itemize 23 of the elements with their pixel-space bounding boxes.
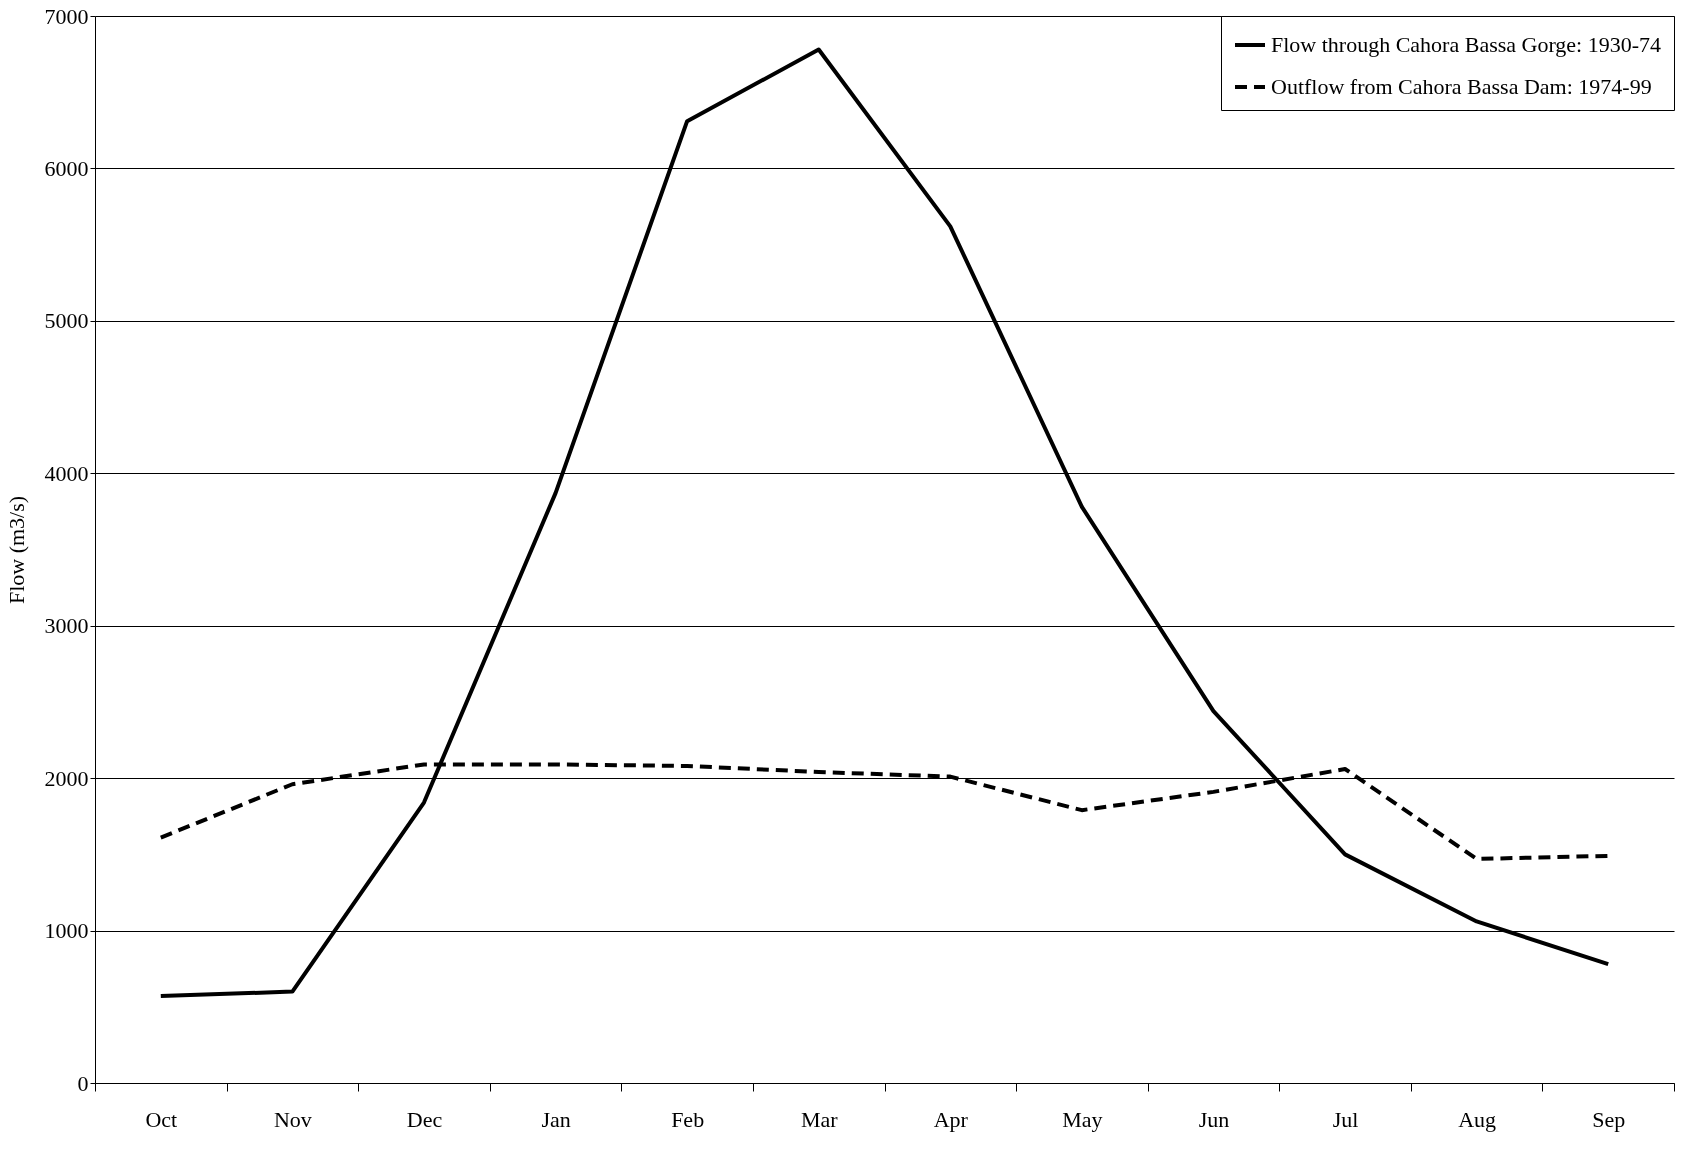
x-tick-label: Apr [933, 1106, 969, 1132]
x-tick-label: Jul [1332, 1106, 1359, 1132]
x-tick-label: Dec [406, 1106, 443, 1132]
x-tick-label: Nov [273, 1106, 312, 1132]
legend-label: Outflow from Cahora Bassa Dam: 1974-99 [1271, 74, 1652, 99]
x-tick-label: Jun [1198, 1106, 1230, 1132]
y-tick-label: 1000 [44, 918, 89, 944]
y-tick-label: 0 [77, 1070, 89, 1096]
x-tick-label: May [1062, 1106, 1103, 1132]
x-tick-label: Mar [800, 1106, 839, 1132]
y-tick-label: 4000 [44, 460, 89, 486]
y-tick-label: 7000 [44, 3, 89, 29]
x-tick-label: Aug [1458, 1106, 1497, 1132]
y-tick-label: 2000 [44, 765, 89, 791]
legend-label: Flow through Cahora Bassa Gorge: 1930-74 [1271, 32, 1662, 57]
y-tick-label: 6000 [44, 155, 89, 181]
x-tick-label: Feb [671, 1106, 705, 1132]
y-tick-label: 3000 [44, 613, 89, 639]
x-tick-label: Sep [1592, 1106, 1626, 1132]
y-axis-title: Flow (m3/s) [3, 495, 29, 605]
y-tick-label: 5000 [44, 308, 89, 334]
x-tick-label: Jan [541, 1106, 571, 1132]
x-tick-label: Oct [145, 1106, 178, 1132]
